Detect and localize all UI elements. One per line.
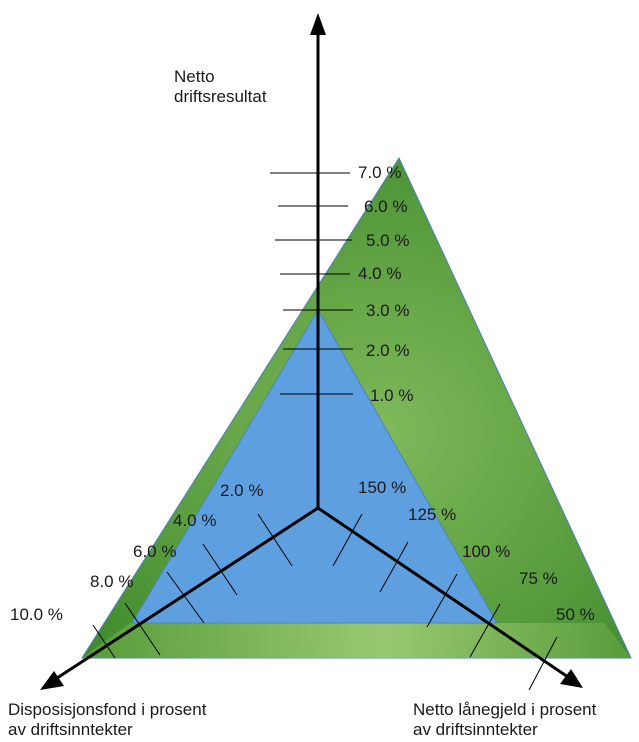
top-axis-title-line: Netto [174,67,215,86]
left-axis-line [53,506,319,682]
top-tick-label: 2.0 % [366,341,409,360]
inner-triangle [131,309,498,624]
right-tick-label: 150 % [358,478,406,497]
right-tick-label: 125 % [408,505,456,524]
left-tick-label: 6.0 % [133,542,176,561]
right-axis-line [317,506,569,679]
left-tick-label: 8.0 % [90,572,133,591]
right-tick-50 [528,636,558,691]
outer-triangle-base-band [82,623,631,658]
left-tick-label: 4.0 % [173,511,216,530]
right-tick-label: 100 % [462,542,510,561]
left-axis-ticks [92,513,293,659]
left-tick-6 [166,571,205,624]
left-tick-2 [257,513,293,567]
top-axis-arrowhead [310,13,326,35]
left-tick-4 [202,543,238,596]
right-tick-125 [379,541,409,593]
right-axis-title: Netto lånegjeld i prosent av driftsinnte… [413,700,596,740]
right-tick-label: 75 % [519,569,558,588]
top-tick-label: 4.0 % [358,264,401,283]
right-tick-label: 50 % [556,605,595,624]
left-axis-arrowhead [40,671,64,690]
top-tick-label: 7.0 % [358,163,401,182]
left-axis-title-line: Disposisjonsfond i prosent [8,700,207,719]
top-tick-label: 5.0 % [366,231,409,250]
left-axis-title: Disposisjonsfond i prosent av driftsinnt… [8,700,206,740]
right-axis-title-line: Netto lånegjeld i prosent [413,700,597,719]
right-axis-title-line: av driftsinntekter [413,720,538,739]
right-axis-arrowhead [560,669,583,688]
top-axis-title: Netto driftsresultat [174,67,267,107]
right-tick-150 [332,513,363,567]
top-tick-label: 3.0 % [366,301,409,320]
left-tick-label: 10.0 % [10,605,63,624]
left-tick-10 [92,624,116,659]
left-axis-title-line: av driftsinntekter [8,720,133,739]
left-tick-label: 2.0 % [220,481,263,500]
left-tick-8 [124,602,161,656]
axes [53,30,569,682]
right-tick-100 [426,573,458,628]
top-axis-title-line: driftsresultat [174,87,267,106]
right-axis-ticks [332,513,558,691]
top-tick-label: 1.0 % [370,386,413,405]
top-tick-label: 6.0 % [364,197,407,216]
right-tick-75 [469,603,501,658]
